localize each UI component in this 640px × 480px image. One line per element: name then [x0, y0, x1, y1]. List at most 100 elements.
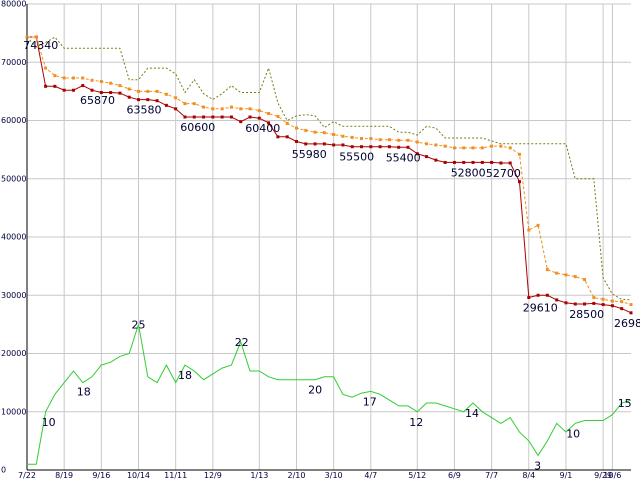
series-1-point — [322, 131, 326, 135]
x-tick-label: 12/9 — [204, 471, 222, 480]
series-0-point — [71, 88, 75, 92]
series-1-point — [425, 142, 429, 146]
series-1-point — [332, 132, 336, 136]
series-line-3 — [27, 324, 632, 465]
series-0-point — [545, 293, 549, 297]
series-1-point — [452, 146, 456, 150]
y-tick-label: 60000 — [1, 116, 26, 125]
series-0-point — [443, 160, 447, 164]
data-label: 20 — [308, 384, 322, 397]
data-label: 18 — [178, 369, 192, 382]
series-1-point — [44, 66, 48, 70]
data-label: 55500 — [339, 151, 374, 164]
series-1-point — [239, 107, 243, 111]
series-1-point — [192, 102, 196, 106]
series-1-point — [415, 140, 419, 144]
series-1-point — [313, 130, 317, 134]
series-0-point — [118, 91, 122, 95]
chart-data-labels: 74340 65870 63580 60600 60400 55980 55500 55400… — [23, 39, 640, 472]
series-1-point — [137, 89, 141, 93]
data-label: 52700 — [486, 167, 521, 180]
series-1-point — [527, 228, 531, 232]
series-0-point — [434, 158, 438, 162]
series-0-point — [499, 161, 503, 165]
y-tick-label: 10000 — [1, 407, 26, 416]
series-1-point — [573, 275, 577, 279]
series-0-point — [229, 115, 233, 119]
y-tick-label: 50000 — [1, 174, 26, 183]
series-0-point — [285, 135, 289, 139]
series-0-point — [220, 115, 224, 119]
y-tick-label: 70000 — [1, 58, 26, 67]
x-tick-label: 8/19 — [55, 471, 73, 480]
series-0-point — [322, 142, 326, 146]
series-1-point — [183, 102, 187, 106]
chart-series-layer — [25, 35, 633, 465]
series-1-point — [229, 105, 233, 109]
series-0-point — [527, 296, 531, 300]
series-0-point — [248, 115, 252, 119]
series-0-point — [369, 145, 373, 149]
x-tick-label: 10/14 — [127, 471, 150, 480]
series-1-point — [406, 138, 410, 142]
data-label: 10 — [42, 416, 56, 429]
x-tick-label: 7/22 — [18, 471, 36, 480]
series-1-point — [127, 87, 131, 91]
y-tick-label: 0 — [1, 466, 6, 475]
data-label: 63580 — [127, 104, 162, 117]
series-1-point — [155, 89, 159, 93]
series-0-point — [387, 145, 391, 149]
series-line-0 — [27, 36, 632, 314]
series-0-point — [425, 155, 429, 159]
series-0-point — [583, 302, 587, 306]
series-1-point — [341, 134, 345, 138]
series-0-point — [629, 311, 633, 315]
series-1-point — [620, 300, 624, 304]
series-0-point — [378, 145, 382, 149]
series-0-point — [137, 98, 141, 102]
series-0-point — [155, 99, 159, 103]
series-1-point — [118, 84, 122, 88]
series-0-point — [53, 84, 57, 88]
x-tick-label: 4/7 — [364, 471, 377, 480]
series-1-point — [471, 146, 475, 150]
series-1-point — [601, 297, 605, 301]
series-1-point — [211, 107, 215, 111]
series-0-point — [610, 304, 614, 308]
series-0-point — [341, 143, 345, 147]
series-0-point — [202, 115, 206, 119]
series-1-point — [202, 105, 206, 109]
series-0-point — [146, 98, 150, 102]
data-label: 55980 — [292, 148, 327, 161]
series-0-point — [480, 160, 484, 164]
series-0-point — [564, 301, 568, 305]
data-label: 29610 — [523, 302, 558, 315]
data-label: 3 — [534, 459, 541, 472]
series-1-point — [248, 107, 252, 111]
series-1-point — [369, 137, 373, 141]
series-0-point — [211, 115, 215, 119]
y-tick-label: 20000 — [1, 349, 26, 358]
series-0-point — [62, 88, 66, 92]
data-label: 74340 — [23, 39, 58, 52]
series-1-point — [53, 74, 57, 78]
x-tick-label: 3/10 — [325, 471, 343, 480]
series-0-point — [452, 160, 456, 164]
x-tick-label: 9/29 — [594, 471, 612, 480]
series-1-point — [34, 35, 38, 39]
series-0-point — [99, 91, 103, 95]
series-0-point — [332, 143, 336, 147]
series-1-point — [350, 135, 354, 139]
series-1-point — [583, 278, 587, 282]
series-0-point — [192, 115, 196, 119]
data-label: 60600 — [180, 121, 215, 134]
series-0-point — [360, 145, 364, 149]
data-label: 18 — [77, 386, 91, 399]
series-0-point — [183, 115, 187, 119]
data-label: 60400 — [245, 122, 280, 135]
series-0-point — [174, 107, 178, 111]
series-0-point — [620, 307, 624, 311]
series-1-point — [276, 114, 280, 118]
